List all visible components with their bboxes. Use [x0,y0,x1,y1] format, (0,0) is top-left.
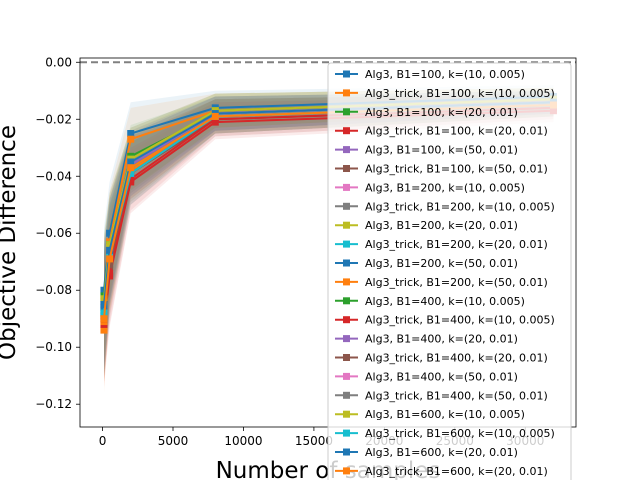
y-axis-ticks: 0.00 −0.02 −0.04 −0.06 −0.08 −0.10 −0.12 [35,55,80,411]
data-point [127,135,135,143]
legend-marker [343,335,350,343]
legend-label: Alg3_trick, B1=600, k=(20, 0.01) [365,465,548,478]
data-point [106,229,114,237]
y-tick-label: −0.02 [35,112,72,126]
legend-marker [343,89,350,97]
legend-label: Alg3_trick, B1=200, k=(10, 0.005) [365,200,555,213]
legend-label: Alg3, B1=600, k=(10, 0.005) [365,408,525,421]
legend-marker [343,240,350,248]
y-tick-label: −0.12 [35,397,72,411]
legend-marker [343,165,350,172]
y-tick-label: −0.08 [35,283,72,297]
legend-label: Alg3, B1=100, k=(50, 0.01) [365,144,518,157]
legend-label: Alg3_trick, B1=100, k=(20, 0.01) [365,125,548,138]
legend-marker [343,372,350,380]
data-point [127,164,135,172]
data-point [106,255,114,263]
y-axis-label: Objective Difference [0,125,21,360]
data-point [100,300,108,308]
y-tick-label: 0.00 [45,55,72,69]
y-tick-label: −0.10 [35,340,72,354]
legend-label: Alg3_trick, B1=400, k=(10, 0.005) [365,314,555,327]
legend-marker [343,202,350,210]
legend-marker [343,127,350,135]
legend-marker [343,183,350,191]
legend-marker [343,429,350,437]
legend-label: Alg3, B1=200, k=(50, 0.01) [365,257,518,270]
y-tick-label: −0.06 [35,226,72,240]
legend-label: Alg3_trick, B1=600, k=(10, 0.005) [365,427,555,440]
legend-box [327,62,572,480]
legend-label: Alg3, B1=200, k=(10, 0.005) [365,181,525,194]
data-point [127,175,135,183]
legend-marker [343,410,350,418]
legend: Alg3, B1=100, k=(10, 0.005) Alg3_trick, B… [327,62,572,480]
data-point [106,246,114,254]
legend-label: Alg3_trick, B1=200, k=(50, 0.01) [365,276,548,289]
legend-label: Alg3, B1=600, k=(20, 0.01) [365,446,518,459]
legend-marker [343,448,350,456]
legend-label: Alg3, B1=100, k=(20, 0.01) [365,106,518,119]
data-point [127,169,135,177]
x-tick-label: 5000 [158,434,189,448]
data-point [100,315,108,323]
legend-label: Alg3, B1=400, k=(10, 0.005) [365,295,525,308]
data-point [127,158,135,166]
legend-marker [343,467,350,475]
confidence-band [104,85,554,353]
legend-marker [343,297,350,305]
legend-marker [343,391,350,399]
legend-marker [343,316,350,324]
x-tick-label: 10000 [224,434,262,448]
legend-marker [343,259,350,267]
legend-label: Alg3_trick, B1=200, k=(20, 0.01) [365,238,548,251]
data-point [127,130,135,138]
legend-marker [343,278,350,286]
confidence-bands [104,85,554,393]
legend-marker [343,354,350,361]
data-point [100,326,108,334]
legend-label: Alg3, B1=200, k=(20, 0.01) [365,219,518,232]
legend-label: Alg3_trick, B1=100, k=(10, 0.005) [365,87,555,100]
x-tick-label: 0 [99,434,107,448]
legend-marker [343,108,350,116]
legend-label: Alg3, B1=400, k=(20, 0.01) [365,333,518,346]
legend-label: Alg3_trick, B1=400, k=(20, 0.01) [365,352,548,365]
legend-label: Alg3, B1=100, k=(10, 0.005) [365,68,525,81]
legend-label: Alg3, B1=400, k=(50, 0.01) [365,370,518,383]
data-point [211,112,219,120]
legend-marker [343,146,350,154]
x-tick-label: 15000 [295,434,333,448]
confidence-band [104,87,554,393]
y-tick-label: −0.04 [35,169,72,183]
legend-label: Alg3_trick, B1=400, k=(50, 0.01) [365,389,548,402]
data-point [106,241,114,249]
legend-marker [343,221,350,229]
legend-marker [343,70,350,78]
legend-label: Alg3_trick, B1=100, k=(50, 0.01) [365,163,548,176]
